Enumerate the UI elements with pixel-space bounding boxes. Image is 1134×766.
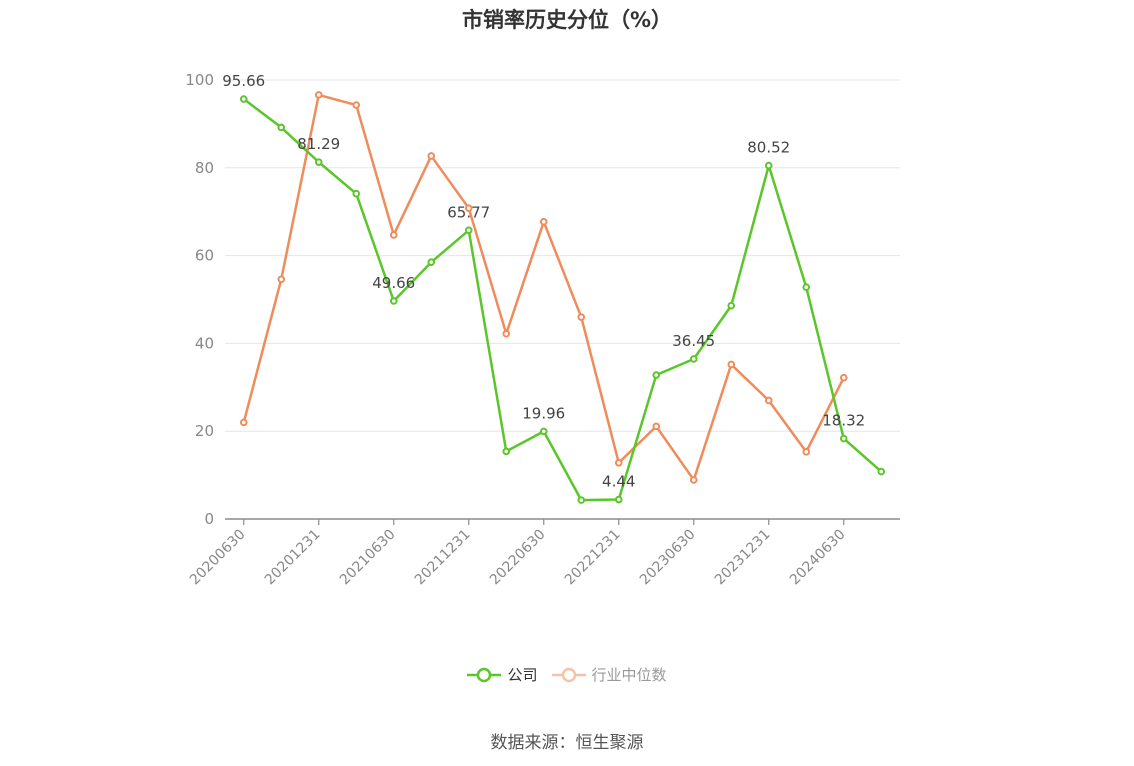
y-tick-label-20: 20 [195, 422, 214, 440]
series-1-point-15 [802, 448, 811, 456]
series-1-point-11 [652, 422, 661, 431]
series-1-point-14 [764, 396, 773, 405]
data-label-2: 81.29 [297, 135, 340, 153]
series-1-point-7 [502, 329, 511, 338]
series-1-point-3 [352, 101, 361, 109]
series-1-point-6 [464, 204, 473, 212]
series-0-point-5 [427, 258, 436, 266]
data-label-6: 65.77 [447, 203, 490, 221]
series-0-point-2 [314, 158, 323, 166]
legend-item-company[interactable]: 公司 [467, 664, 538, 685]
y-tick-label-0: 0 [204, 510, 214, 528]
series-1-point-9 [577, 313, 586, 321]
series-1-point-1 [277, 275, 286, 284]
series-0-point-13 [727, 301, 736, 310]
chart-title: 市销率历史分位（%） [461, 8, 673, 32]
series-0-point-3 [352, 189, 361, 198]
chart-legend: 公司 行业中位数 [0, 664, 1134, 685]
legend-company-marker-icon [467, 667, 502, 682]
series-1-point-13 [727, 360, 736, 369]
x-tick-label-20220630: 20220630 [487, 527, 549, 589]
series-0-point-11 [652, 371, 661, 379]
series-1-point-2 [314, 91, 323, 99]
legend-label-company: 公司 [507, 666, 538, 684]
data-label-4: 49.66 [372, 274, 415, 292]
data-label-16: 18.32 [822, 412, 865, 430]
x-tick-label-20221231: 20221231 [562, 527, 624, 589]
x-tick-label-20231231: 20231231 [712, 527, 774, 589]
x-tick-label-20211231: 20211231 [412, 527, 474, 589]
series-0-point-17 [877, 467, 886, 476]
series-0-point-9 [577, 496, 586, 504]
series-line-0 [242, 98, 883, 502]
x-tick-label-20210630: 20210630 [337, 527, 399, 589]
source-note: 数据来源：恒生聚源 [490, 733, 644, 753]
series-0-point-0 [239, 95, 248, 103]
series-1-point-5 [427, 152, 436, 160]
series-1-point-12 [689, 476, 698, 484]
series-1-point-0 [239, 418, 248, 427]
series-0-point-8 [539, 427, 548, 436]
series-0-point-6 [464, 226, 473, 235]
series-1-point-10 [614, 459, 623, 467]
data-label-0: 95.66 [222, 72, 265, 90]
y-tick-label-100: 100 [185, 71, 214, 89]
data-label-14: 80.52 [747, 139, 790, 157]
y-tick-label-80: 80 [195, 159, 214, 177]
x-tick-label-20201231: 20201231 [262, 527, 324, 589]
y-tick-label-40: 40 [195, 334, 214, 352]
x-tick-label-20200630: 20200630 [187, 527, 249, 589]
data-label-12: 36.45 [672, 332, 715, 350]
legend-label-industry-median: 行业中位数 [591, 666, 667, 684]
x-tick-label-20240630: 20240630 [787, 527, 849, 589]
series-0-point-12 [689, 355, 698, 363]
series-1-point-8 [539, 217, 548, 226]
series-1-point-4 [389, 231, 398, 239]
y-tick-label-60: 60 [195, 247, 214, 265]
series-0-point-16 [839, 434, 848, 443]
data-label-10: 4.44 [602, 473, 635, 491]
series-0-point-1 [277, 123, 286, 132]
legend-item-industry-median[interactable]: 行业中位数 [551, 664, 667, 685]
series-1-point-16 [839, 373, 848, 382]
data-label-8: 19.96 [522, 404, 565, 422]
series-0-point-4 [389, 297, 398, 305]
x-tick-label-20230630: 20230630 [637, 527, 699, 589]
series-0-point-10 [614, 495, 623, 504]
series-0-point-15 [802, 283, 811, 292]
series-0-point-14 [764, 161, 773, 170]
series-0-point-7 [502, 447, 511, 456]
legend-industry-marker-icon [551, 667, 586, 682]
